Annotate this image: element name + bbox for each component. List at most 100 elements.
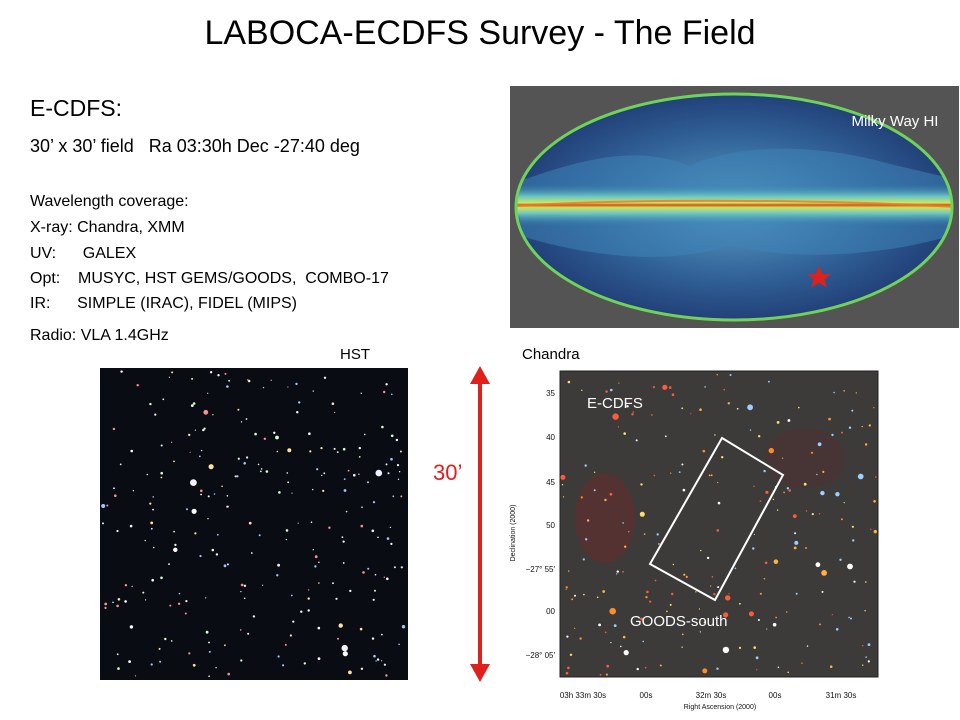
star-dot <box>259 470 262 473</box>
star-dot <box>217 374 220 377</box>
star-dot <box>383 390 386 394</box>
star-dot <box>151 578 154 582</box>
star-dot <box>240 591 242 593</box>
star-dot <box>387 472 390 475</box>
star-dot <box>332 582 334 585</box>
star-dot <box>776 509 779 511</box>
star-dot <box>748 611 754 617</box>
star-dot <box>622 571 624 573</box>
star-dot <box>367 481 369 484</box>
star-dot <box>318 582 320 584</box>
star-dot <box>104 606 107 609</box>
star-dot <box>816 473 818 476</box>
star-dot <box>398 471 401 473</box>
star-dot <box>649 600 652 603</box>
star-dot <box>170 441 173 443</box>
star-dot <box>310 521 313 523</box>
star-dot <box>786 611 788 613</box>
star-dot <box>343 478 346 480</box>
star-dot <box>580 496 583 499</box>
star-dot <box>200 489 203 493</box>
star-dot <box>273 431 276 434</box>
star-dot <box>700 549 702 552</box>
star-dot <box>635 439 638 442</box>
star-dot <box>768 447 774 454</box>
star-dot <box>207 495 210 498</box>
star-dot <box>295 382 298 386</box>
star-dot <box>624 545 627 548</box>
star-dot <box>358 446 361 450</box>
star-dot <box>672 563 674 566</box>
star-dot <box>593 471 596 473</box>
star-dot <box>386 537 390 540</box>
star-dot <box>604 498 607 502</box>
star-dot <box>185 600 188 603</box>
y-tick-label: 40 <box>546 433 555 442</box>
star-dot <box>757 619 760 621</box>
star-dot <box>787 419 791 422</box>
star-dot <box>604 631 607 634</box>
star-dot <box>243 597 246 600</box>
star-dot <box>717 586 720 589</box>
star-dot <box>286 472 289 474</box>
coverage-line-radio: Radio: VLA 1.4GHz <box>30 327 169 344</box>
star-dot <box>208 650 211 653</box>
star-dot <box>336 451 339 453</box>
star-dot <box>385 463 388 466</box>
field-description: 30’ x 30’ field Ra 03:30h Dec -27:40 deg <box>30 136 360 156</box>
star-dot <box>277 655 280 658</box>
star-dot <box>226 505 229 508</box>
star-dot <box>622 522 624 524</box>
star-dot <box>136 384 139 387</box>
y-axis-title: Declination (2000) <box>510 505 517 562</box>
star-dot <box>216 533 219 536</box>
star-dot <box>237 457 240 460</box>
star-dot <box>714 434 716 436</box>
slide-title: LABOCA-ECDFS Survey - The Field <box>204 14 756 52</box>
star-dot <box>342 651 348 657</box>
hst-panel-label: HST <box>340 346 370 363</box>
star-dot <box>353 473 356 477</box>
star-dot <box>390 542 393 545</box>
star-dot <box>371 529 375 533</box>
star-dot <box>247 632 250 635</box>
star-dot <box>192 663 196 667</box>
star-dot <box>343 489 347 492</box>
star-dot <box>560 474 566 480</box>
star-dot <box>583 593 585 596</box>
star-dot <box>142 591 145 594</box>
star-dot <box>333 447 336 450</box>
star-dot <box>341 644 348 652</box>
star-dot <box>699 408 702 411</box>
star-dot <box>626 405 629 408</box>
star-dot <box>864 610 866 612</box>
star-dot <box>855 392 857 394</box>
star-dot <box>289 634 292 637</box>
star-dot <box>585 538 588 541</box>
star-dot <box>188 652 191 655</box>
star-dot <box>376 658 380 661</box>
star-dot <box>374 573 377 576</box>
star-dot <box>400 495 403 498</box>
star-dot <box>202 428 205 432</box>
star-dot <box>659 664 662 667</box>
star-dot <box>285 538 288 541</box>
star-dot <box>642 640 644 643</box>
star-dot <box>753 646 756 649</box>
star-dot <box>308 432 311 435</box>
goods-south-label: GOODS-south <box>630 613 728 630</box>
star-dot <box>609 607 616 615</box>
star-dot <box>116 604 119 608</box>
star-dot <box>247 379 251 383</box>
star-dot <box>360 667 364 670</box>
star-dot <box>200 449 203 452</box>
star-dot <box>865 656 867 658</box>
star-dot <box>345 510 348 513</box>
star-dot <box>124 600 127 603</box>
star-dot <box>309 450 312 453</box>
star-dot <box>160 444 163 447</box>
star-dot <box>314 555 318 559</box>
star-dot <box>257 463 260 466</box>
star-dot <box>861 425 863 428</box>
star-dot <box>381 660 383 662</box>
